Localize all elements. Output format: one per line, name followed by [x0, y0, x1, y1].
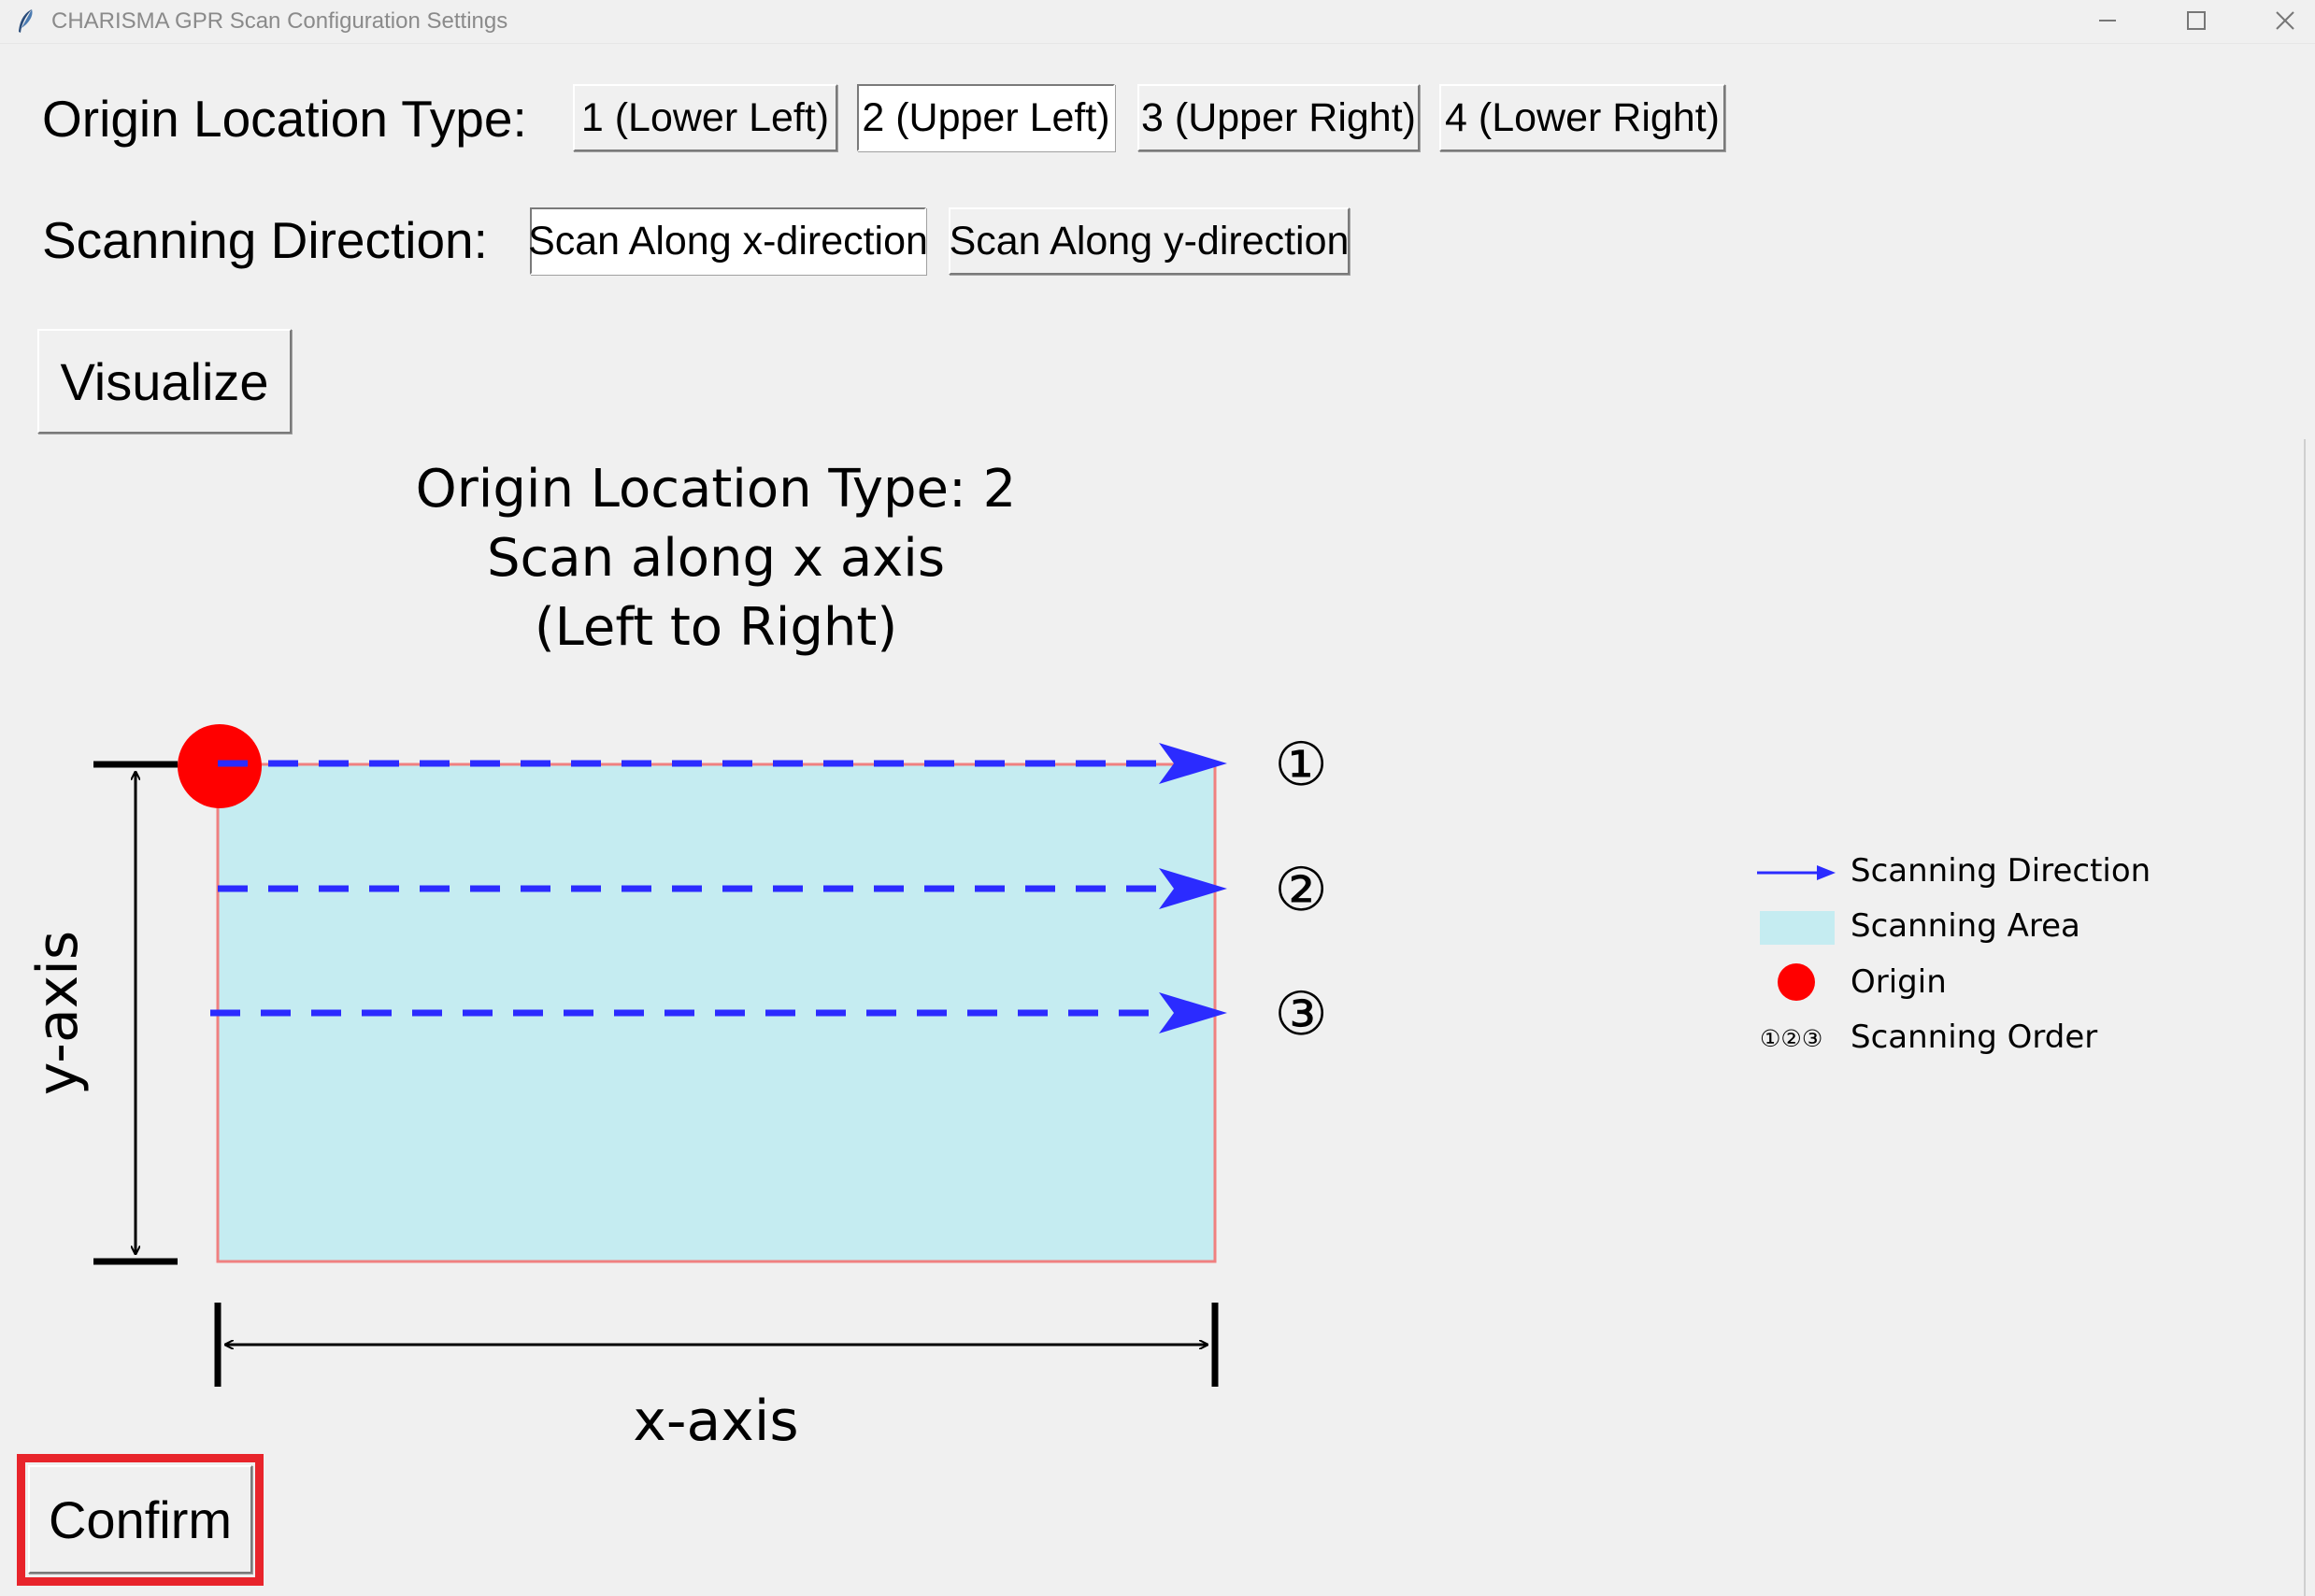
legend-scanning-direction-label: Scanning Direction [1851, 852, 2151, 890]
maximize-button[interactable] [2154, 0, 2238, 41]
confirm-button[interactable]: Confirm [28, 1465, 252, 1574]
origin-option-lower-right[interactable]: 4 (Lower Right) [1439, 84, 1725, 151]
window-right-edge [2304, 439, 2306, 1596]
legend-scanning-order-label: Scanning Order [1851, 1019, 2097, 1056]
scan-line-1-arrowhead [1159, 743, 1227, 784]
legend-origin-label: Origin [1851, 963, 1947, 1001]
figure-title-line-2: Scan along x axis [487, 528, 945, 589]
maximize-icon [2187, 11, 2206, 30]
scan-order-label-1: ① [1274, 731, 1327, 800]
legend-scanning-area-label: Scanning Area [1851, 907, 2080, 945]
origin-option-lower-left[interactable]: 1 (Lower Left) [573, 84, 837, 151]
scan-y-direction-button[interactable]: Scan Along y-direction [949, 207, 1350, 275]
legend-scanning-area-swatch [1760, 911, 1835, 945]
figure-title-line-1: Origin Location Type: 2 [416, 459, 1017, 520]
x-axis-label: x-axis [633, 1389, 798, 1454]
origin-option-upper-left[interactable]: 2 (Upper Left) [857, 84, 1115, 151]
legend-origin-swatch [1778, 963, 1815, 1001]
minimize-button[interactable] [2065, 0, 2150, 41]
confirm-highlight-box [17, 1454, 264, 1586]
close-button[interactable] [2243, 0, 2315, 41]
legend-scanning-order-swatch: ①②③ [1760, 1025, 1822, 1052]
figure-title-line-3: (Left to Right) [535, 597, 897, 658]
scanning-direction-label: Scanning Direction: [42, 211, 488, 269]
figure-legend: Scanning Direction Scanning Area Origin … [1757, 852, 2151, 1056]
y-axis-label: y-axis [25, 931, 91, 1095]
scan-order-label-3: ③ [1274, 980, 1327, 1049]
window-title: CHARISMA GPR Scan Configuration Settings [51, 8, 508, 34]
visualize-button[interactable]: Visualize [37, 329, 292, 434]
close-icon [2276, 11, 2294, 30]
scan-line-2-arrowhead [1159, 868, 1227, 909]
scan-x-direction-button[interactable]: Scan Along x-direction [528, 207, 928, 275]
origin-location-label: Origin Location Type: [42, 90, 527, 148]
minimize-icon [2099, 20, 2116, 21]
feather-icon [19, 9, 33, 33]
scan-order-label-2: ② [1274, 856, 1327, 925]
scan-line-3-arrowhead [1159, 992, 1227, 1033]
origin-option-upper-right[interactable]: 3 (Upper Right) [1137, 84, 1420, 151]
title-bar: CHARISMA GPR Scan Configuration Settings [0, 0, 2315, 44]
